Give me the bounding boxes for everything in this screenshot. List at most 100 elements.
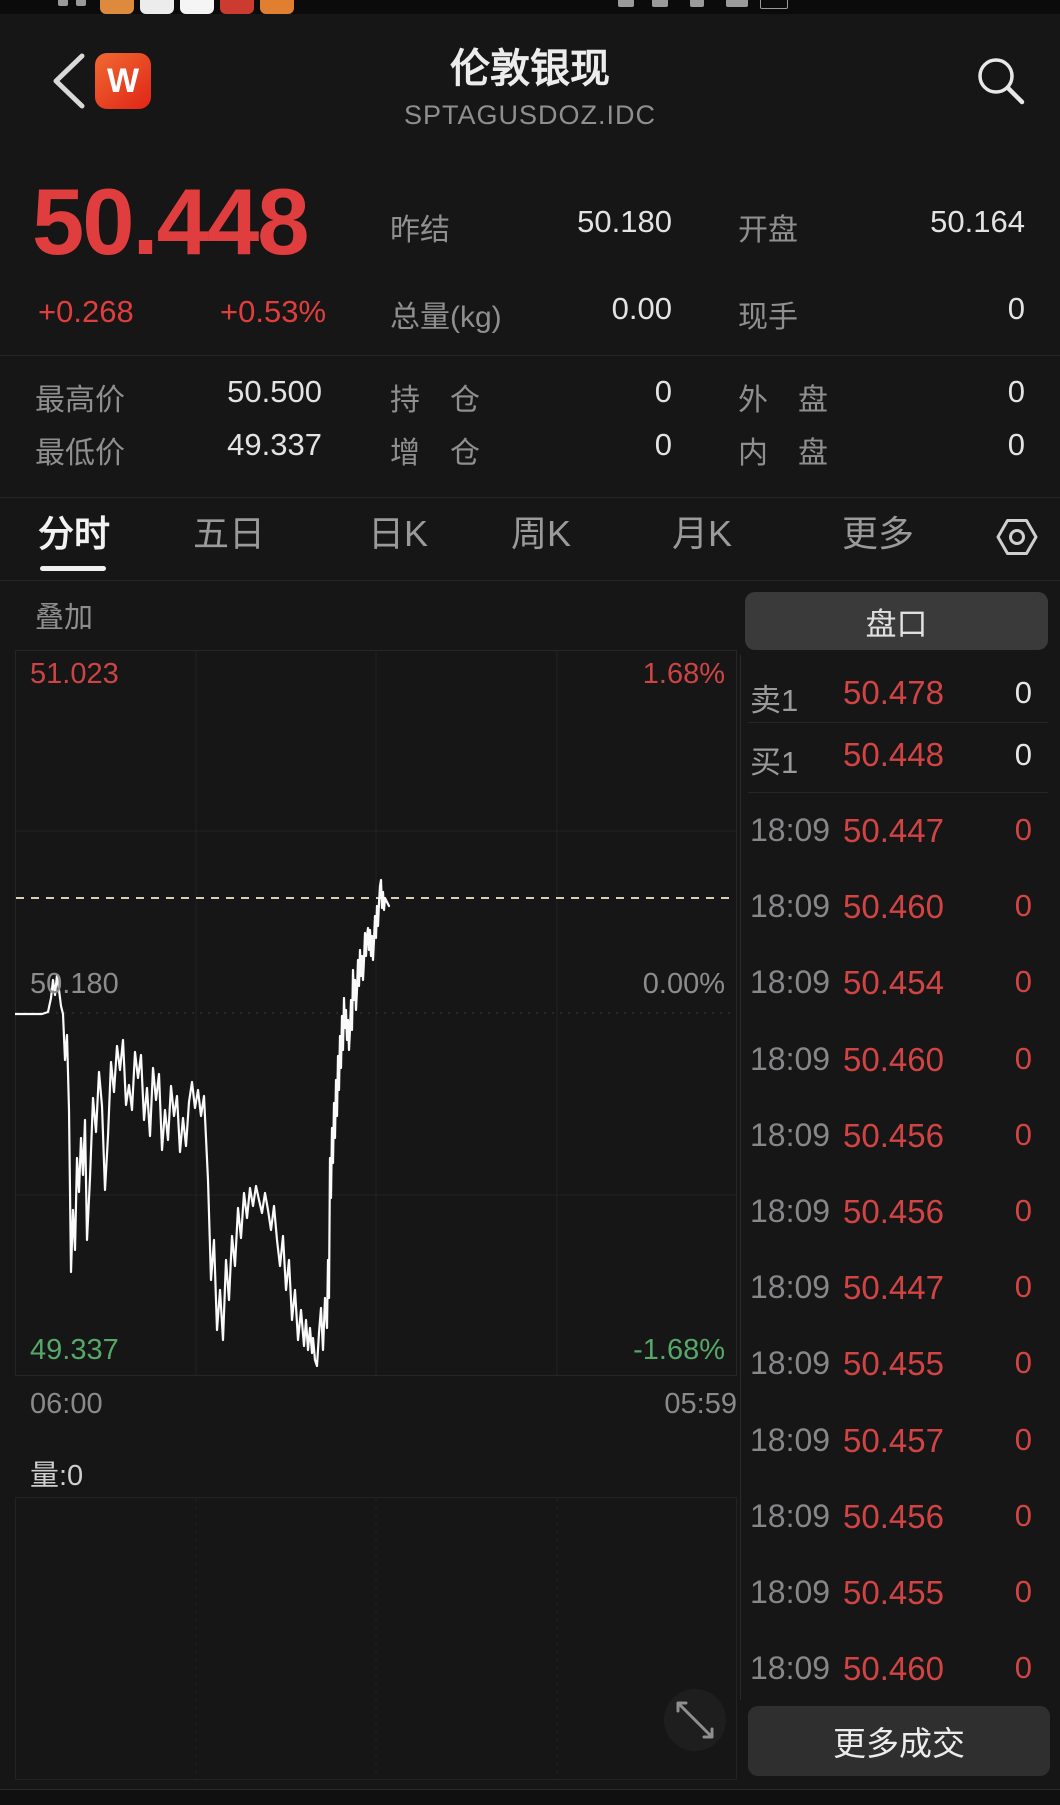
trade-row-price[interactable]: 50.456 [843, 1116, 944, 1154]
panel-divider [740, 655, 741, 1700]
trade-row-price[interactable]: 50.457 [843, 1421, 944, 1459]
y-axis-mid-pct: 0.00% [642, 968, 725, 1000]
trade-row-qty[interactable]: 0 [1014, 888, 1032, 924]
trade-row-qty[interactable]: 0 [1014, 1574, 1032, 1609]
quote-value-prev-settle: 50.180 [577, 204, 672, 239]
quote-label-high: 最高价 [35, 384, 125, 417]
page-title: 伦敦银现 [450, 47, 610, 91]
trade-row-time[interactable]: 18:09 [750, 1345, 831, 1382]
divider [0, 497, 1060, 498]
back-icon[interactable] [48, 50, 92, 112]
divider [748, 792, 1048, 793]
chart-settings-gear-icon[interactable] [993, 512, 1043, 562]
quote-label-total-volume: 总量(kg) [390, 301, 502, 334]
tab-weekly-k[interactable]: 周K [511, 513, 572, 554]
trade-row-time[interactable]: 18:09 [750, 964, 831, 1001]
tab-more[interactable]: 更多 [842, 513, 915, 554]
ask-qty: 0 [1014, 675, 1032, 710]
divider [748, 722, 1048, 723]
volume-chart[interactable] [15, 1497, 737, 1780]
trade-row-price[interactable]: 50.454 [843, 964, 944, 1002]
trade-row-price[interactable]: 50.456 [843, 1193, 944, 1230]
trade-row-qty[interactable]: 0 [1014, 812, 1032, 847]
tab-monthly-k[interactable]: 月K [672, 513, 733, 554]
quote-label-inner-lots: 内 盘 [738, 437, 828, 470]
trade-row-qty[interactable]: 0 [1014, 1650, 1032, 1686]
trade-row-time[interactable]: 18:09 [750, 888, 831, 925]
quote-label-last-lot: 现手 [738, 301, 798, 334]
y-axis-low-label: 49.337 [30, 1334, 119, 1366]
trade-row-price[interactable]: 50.447 [843, 812, 944, 849]
trade-row-price[interactable]: 50.455 [843, 1574, 944, 1611]
quote-value-low: 49.337 [227, 427, 322, 462]
nfc-icon [690, 0, 704, 7]
ask-label[interactable]: 卖1 [750, 683, 799, 718]
y-axis-high-label: 51.023 [30, 658, 119, 690]
y-axis-high-pct: 1.68% [642, 658, 725, 690]
trade-row-qty[interactable]: 0 [1014, 964, 1032, 1000]
bottom-strip [0, 1789, 1060, 1805]
trade-row-qty[interactable]: 0 [1014, 1269, 1032, 1305]
bid-label[interactable]: 买1 [750, 745, 799, 780]
last-price: 50.448 [32, 169, 310, 274]
divider [0, 580, 1060, 581]
order-book-panel-button[interactable]: 盘口 [745, 592, 1048, 650]
trade-row-time[interactable]: 18:09 [750, 812, 831, 848]
trade-row-time[interactable]: 18:09 [750, 1650, 831, 1687]
tab-five-day[interactable]: 五日 [193, 513, 266, 554]
notification-app-icon [100, 0, 134, 14]
ask-price[interactable]: 50.478 [843, 674, 944, 711]
instrument-code: SPTAGUSDOZ.IDC [403, 100, 657, 130]
trade-row-price[interactable]: 50.456 [843, 1497, 944, 1535]
divider [0, 355, 1060, 356]
trade-row-time[interactable]: 18:09 [750, 1497, 831, 1534]
trade-row-time[interactable]: 18:09 [750, 1269, 831, 1306]
tab-daily-k[interactable]: 日K [368, 513, 429, 554]
trade-row-time[interactable]: 18:09 [750, 1193, 831, 1229]
search-icon[interactable] [972, 52, 1030, 110]
volume-label: 量:0 [30, 1460, 84, 1492]
quote-value-open: 50.164 [930, 204, 1025, 239]
trade-row-price[interactable]: 50.460 [843, 888, 944, 926]
quote-value-oi-change: 0 [654, 427, 672, 462]
price-change-pct: +0.53% [220, 294, 327, 329]
quote-value-outer-lots: 0 [1007, 374, 1025, 409]
quote-label-open: 开盘 [738, 214, 798, 247]
expand-chart-icon[interactable] [663, 1688, 727, 1752]
trade-row-qty[interactable]: 0 [1014, 1345, 1032, 1381]
status-notification-icon [58, 0, 68, 6]
quote-label-oi-change: 增 仓 [390, 437, 480, 470]
trade-row-qty[interactable]: 0 [1014, 1421, 1032, 1457]
trade-row-qty[interactable]: 0 [1014, 1040, 1032, 1076]
signal-icon [652, 0, 668, 7]
bid-price[interactable]: 50.448 [843, 736, 944, 773]
quote-label-low: 最低价 [35, 437, 125, 470]
overlay-button[interactable]: 叠加 [35, 602, 94, 634]
y-axis-mid-label: 50.180 [30, 968, 119, 1000]
wind-app-badge[interactable]: W [95, 53, 151, 109]
trade-row-time[interactable]: 18:09 [750, 1574, 831, 1610]
x-axis-end-time: 05:59 [664, 1388, 737, 1420]
more-trades-button[interactable]: 更多成交 [748, 1706, 1050, 1776]
trade-row-price[interactable]: 50.460 [843, 1040, 944, 1078]
wifi-icon [618, 0, 634, 7]
signal-bars-icon [726, 0, 748, 7]
tab-intraday[interactable]: 分时 [38, 513, 111, 554]
trade-row-price[interactable]: 50.460 [843, 1650, 944, 1688]
quote-value-inner-lots: 0 [1007, 427, 1025, 462]
trade-row-price[interactable]: 50.455 [843, 1345, 944, 1383]
quote-value-open-interest: 0 [654, 374, 672, 409]
trade-row-time[interactable]: 18:09 [750, 1040, 831, 1077]
status-notification-icon [76, 0, 86, 6]
trade-row-qty[interactable]: 0 [1014, 1193, 1032, 1228]
quote-label-outer-lots: 外 盘 [738, 384, 828, 417]
trade-row-time[interactable]: 18:09 [750, 1421, 831, 1458]
trade-row-qty[interactable]: 0 [1014, 1497, 1032, 1533]
trade-row-price[interactable]: 50.447 [843, 1269, 944, 1307]
wind-badge-letter: W [106, 61, 140, 100]
intraday-chart[interactable] [15, 650, 737, 1376]
battery-icon [760, 0, 788, 9]
trade-row-time[interactable]: 18:09 [750, 1116, 831, 1153]
trade-row-qty[interactable]: 0 [1014, 1116, 1032, 1152]
quote-value-total-volume: 0.00 [611, 291, 672, 326]
